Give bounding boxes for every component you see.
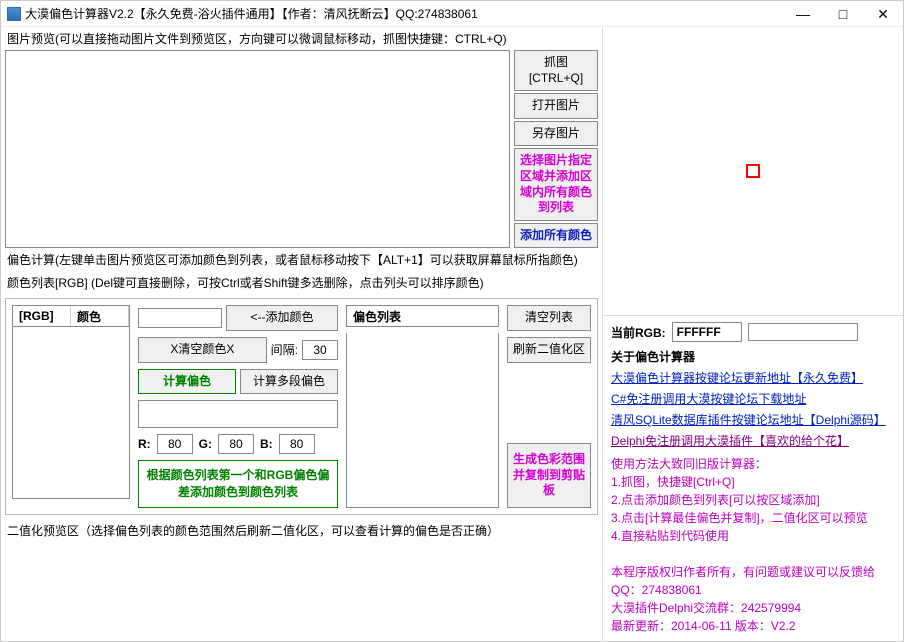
clear-list-button[interactable]: 清空列表 bbox=[507, 305, 591, 331]
link-forum-update[interactable]: 大漠偏色计算器按键论坛更新地址【永久免费】 bbox=[611, 369, 895, 386]
offset-list[interactable] bbox=[346, 333, 499, 507]
preview-header: 图片预览(可以直接拖动图片文件到预览区，方向键可以微调鼠标移动，抓图快捷键：CT… bbox=[1, 27, 602, 50]
calc-single-button[interactable]: 计算偏色 bbox=[138, 369, 236, 395]
about-header: 关于偏色计算器 bbox=[611, 348, 895, 365]
maximize-button[interactable]: □ bbox=[823, 1, 863, 27]
r-input[interactable] bbox=[157, 434, 193, 454]
calc-header: 偏色计算(左键单击图片预览区可添加颜色到列表，或者鼠标移动按下【ALT+1】可以… bbox=[1, 248, 602, 271]
footer-author: 本程序版权归作者所有，有问题或建议可以反馈给QQ：274838061 bbox=[611, 563, 895, 599]
g-label: G: bbox=[199, 437, 212, 451]
footer-group: 大漠插件Delphi交流群：242579994 bbox=[611, 599, 895, 617]
gap-input[interactable] bbox=[302, 340, 338, 360]
result-box bbox=[138, 400, 338, 428]
offset-list-title: 偏色列表 bbox=[347, 306, 498, 326]
current-rgb-swatch bbox=[748, 323, 858, 341]
clear-colors-button[interactable]: X清空颜色X bbox=[138, 337, 267, 363]
link-delphi[interactable]: Delphi免注册调用大漠插件【喜欢的给个花】 bbox=[611, 432, 895, 449]
zoom-area bbox=[603, 27, 903, 316]
current-rgb-input[interactable] bbox=[672, 322, 742, 342]
b-label: B: bbox=[260, 437, 273, 451]
generate-copy-button[interactable]: 生成色彩范围并复制到剪贴板 bbox=[507, 443, 591, 508]
offset-list-header: 偏色列表 bbox=[346, 305, 499, 327]
col-color[interactable]: 颜色 bbox=[71, 306, 129, 326]
footer-version: 最新更新：2014-06-11 版本：V2.2 bbox=[611, 617, 895, 635]
list-label: 颜色列表[RGB] (Del键可直接删除，可按Ctrl或者Shift键多选删除，… bbox=[1, 271, 602, 294]
refresh-binarize-button[interactable]: 刷新二值化区 bbox=[507, 337, 591, 363]
link-sqlite[interactable]: 清风SQLite数据库插件按键论坛地址【Delphi源码】 bbox=[611, 411, 895, 428]
link-csharp[interactable]: C#免注册调用大漠按键论坛下载地址 bbox=[611, 390, 895, 407]
add-all-colors-button[interactable]: 添加所有颜色 bbox=[514, 223, 598, 249]
usage-line4: 3.点击[计算最佳偏色并复制]，二值化区可以预览 bbox=[611, 509, 895, 527]
app-icon bbox=[7, 7, 21, 21]
usage-line5: 4.直接粘贴到代码使用 bbox=[611, 527, 895, 545]
calc-multi-button[interactable]: 计算多段偏色 bbox=[240, 369, 338, 395]
color-table-header[interactable]: [RGB] 颜色 bbox=[12, 305, 130, 327]
usage-line1: 使用方法大致同旧版计算器： bbox=[611, 455, 895, 473]
capture-button[interactable]: 抓图[CTRL+Q] bbox=[514, 50, 598, 91]
g-input[interactable] bbox=[218, 434, 254, 454]
color-list[interactable] bbox=[12, 327, 130, 499]
minimize-button[interactable]: — bbox=[783, 1, 823, 27]
select-region-button[interactable]: 选择图片指定区域并添加区域内所有颜色到列表 bbox=[514, 148, 598, 220]
binarize-preview bbox=[5, 542, 598, 637]
usage-line3: 2.点击添加颜色到列表[可以按区域添加] bbox=[611, 491, 895, 509]
add-color-button[interactable]: <--添加颜色 bbox=[226, 305, 338, 331]
window-title: 大漠偏色计算器V2.2【永久免费-浴火插件通用】【作者：清风抚断云】QQ:274… bbox=[25, 5, 783, 22]
open-image-button[interactable]: 打开图片 bbox=[514, 93, 598, 119]
gap-label: 间隔: bbox=[271, 341, 298, 358]
titlebar: 大漠偏色计算器V2.2【永久免费-浴火插件通用】【作者：清风抚断云】QQ:274… bbox=[1, 1, 903, 27]
close-button[interactable]: ✕ bbox=[863, 1, 903, 27]
usage-line2: 1.抓图，快捷键[Ctrl+Q] bbox=[611, 473, 895, 491]
col-rgb[interactable]: [RGB] bbox=[13, 306, 71, 326]
binarize-header: 二值化预览区（选择偏色列表的颜色范围然后刷新二值化区，可以查看计算的偏色是否正确… bbox=[1, 519, 602, 542]
image-preview[interactable] bbox=[5, 50, 510, 248]
save-image-button[interactable]: 另存图片 bbox=[514, 121, 598, 147]
r-label: R: bbox=[138, 437, 151, 451]
b-input[interactable] bbox=[279, 434, 315, 454]
current-rgb-label: 当前RGB: bbox=[611, 324, 666, 341]
apply-rgb-button[interactable]: 根据颜色列表第一个和RGB偏色偏差添加颜色到颜色列表 bbox=[138, 460, 338, 508]
color-input-swatch bbox=[138, 308, 222, 328]
crosshair-icon bbox=[746, 164, 760, 178]
